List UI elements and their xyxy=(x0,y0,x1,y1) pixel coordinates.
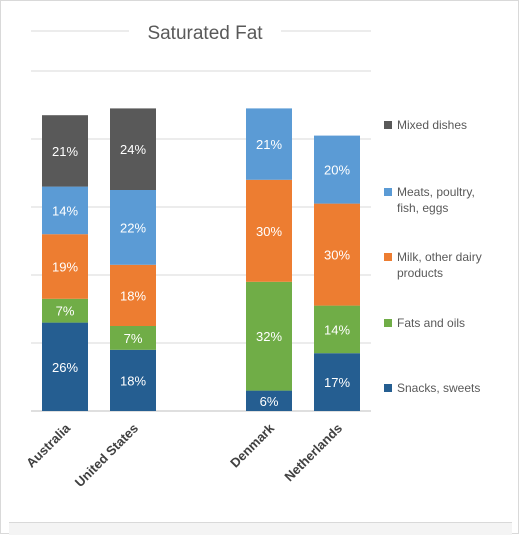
data-label: 18% xyxy=(120,373,146,388)
bar-netherlands-fats-and-oils xyxy=(314,305,360,354)
data-label: 32% xyxy=(256,329,282,344)
data-label: 26% xyxy=(52,360,78,375)
data-label: 30% xyxy=(324,248,350,263)
bar-united-states-meats-poultry-fish-eggs xyxy=(110,190,156,265)
x-tick-label: Netherlands xyxy=(281,421,345,485)
bar-denmark-fats-and-oils xyxy=(246,281,292,391)
data-label: 14% xyxy=(324,322,350,337)
bar-denmark-milk-other-dairy-products xyxy=(246,179,292,282)
legend-swatch-milk-other-dairy-products xyxy=(384,253,392,261)
legend-swatch-snacks-sweets xyxy=(384,384,392,392)
bar-netherlands-meats-poultry-fish-eggs xyxy=(314,135,360,204)
data-label: 14% xyxy=(52,203,78,218)
legend-label-fats-and-oils: Fats and oils xyxy=(397,316,465,330)
data-label: 24% xyxy=(120,142,146,157)
legend-swatch-fats-and-oils xyxy=(384,319,392,327)
bar-united-states-fats-and-oils xyxy=(110,326,156,350)
legend-label-mixed-dishes: Mixed dishes xyxy=(397,118,467,132)
legend-label-milk-other-dairy-products: Milk, other dairy products xyxy=(397,250,482,280)
data-label: 6% xyxy=(260,394,279,409)
data-label: 21% xyxy=(52,144,78,159)
data-label: 17% xyxy=(324,375,350,390)
bar-netherlands-snacks-sweets xyxy=(314,353,360,411)
bar-denmark-snacks-sweets xyxy=(246,390,292,411)
bar-united-states-snacks-sweets xyxy=(110,349,156,411)
data-label: 30% xyxy=(256,224,282,239)
data-label: 19% xyxy=(52,260,78,275)
x-tick-label: Denmark xyxy=(227,420,277,470)
data-label: 7% xyxy=(124,331,143,346)
bar-australia-milk-other-dairy-products xyxy=(42,234,88,299)
legend: Mixed dishes Meats, poultry, fish, eggs Mil… xyxy=(384,118,482,395)
data-label: 18% xyxy=(120,288,146,303)
data-label: 7% xyxy=(56,304,75,319)
bar-australia-snacks-sweets xyxy=(42,322,88,411)
legend-swatch-mixed-dishes xyxy=(384,121,392,129)
bar-united-states-milk-other-dairy-products xyxy=(110,264,156,326)
bar-stacks: 26% 7% 19% 14% 21% 18% 7% 18% 22% 24% 6% 32% 30% 21% 1… xyxy=(42,108,360,411)
bar-netherlands-milk-other-dairy-products xyxy=(314,203,360,306)
stacked-bar-chart: Saturated Fat 26%7%19%14%21%18%7%18%22%2… xyxy=(23,23,482,490)
bar-united-states-mixed-dishes xyxy=(110,108,156,190)
x-tick-label: Australia xyxy=(23,420,73,470)
data-label: 20% xyxy=(324,163,350,178)
bar-australia-mixed-dishes xyxy=(42,115,88,187)
bar-australia-fats-and-oils xyxy=(42,298,88,323)
legend-label-snacks-sweets: Snacks, sweets xyxy=(397,381,480,395)
data-label: 21% xyxy=(256,137,282,152)
chart-title: Saturated Fat xyxy=(147,23,263,44)
legend-swatch-meats-poultry-fish-eggs xyxy=(384,188,392,196)
bottom-strip xyxy=(9,522,512,535)
x-tick-label: United States xyxy=(72,421,141,490)
bar-australia-meats-poultry-fish-eggs xyxy=(42,186,88,235)
bar-denmark-meats-poultry-fish-eggs xyxy=(246,108,292,180)
data-label: 22% xyxy=(120,220,146,235)
legend-label-meats-poultry-fish-eggs: Meats, poultry, fish, eggs xyxy=(397,185,475,215)
